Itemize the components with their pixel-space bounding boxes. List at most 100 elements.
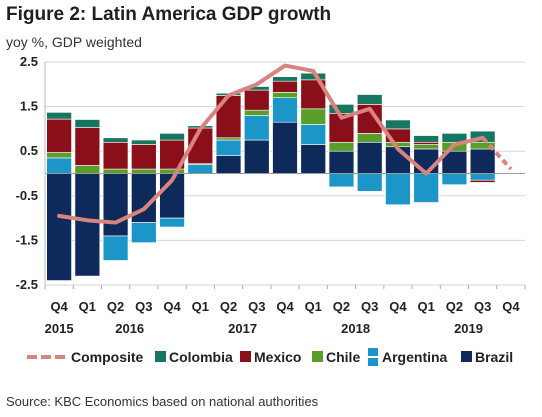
y-tick-label: 1.5 (20, 99, 38, 114)
bar-colombia (385, 119, 411, 130)
x-tick-label-quarter: Q4 (163, 299, 181, 314)
bar-mexico (244, 89, 270, 111)
bar-brazil (215, 155, 242, 174)
bar-brazil (46, 173, 72, 281)
bar-chile (272, 92, 298, 98)
bar-colombia (159, 133, 185, 141)
bar-brazil (356, 141, 383, 174)
axes: 2.5 1.5 0.5 -0.5 -1.5 -2.5 Q4 Q1 Q2 Q3 Q4 Q1 Q2 Q3 Q4 Q… (16, 54, 526, 336)
composite-line-dashed (481, 136, 513, 171)
bar-chile (328, 141, 355, 152)
bar-chile (356, 133, 383, 143)
x-tick-label-quarter: Q1 (418, 299, 435, 314)
x-tick-label-year: 2017 (228, 321, 257, 336)
bar-mexico (413, 141, 439, 145)
bar-mexico (46, 118, 72, 153)
x-tick-label-quarter: Q3 (135, 299, 152, 314)
x-tick-label-quarter: Q2 (446, 299, 463, 314)
chart-subtitle: yoy %, GDP weighted (6, 34, 142, 50)
bar-brazil (300, 144, 326, 174)
x-tick-label-quarter: Q3 (474, 299, 491, 314)
bar-chile (244, 109, 270, 116)
x-tick-label-quarter: Q4 (276, 299, 294, 314)
bar-brazil (469, 148, 496, 174)
bar-chile (46, 152, 72, 159)
x-tick-label-quarter: Q4 (502, 299, 520, 314)
bar-chile (215, 137, 242, 141)
composite-line-solid (57, 63, 485, 225)
bars (46, 72, 496, 281)
x-tick-label-year: 2018 (341, 321, 370, 336)
legend-swatch-mexico (240, 351, 251, 362)
x-tick-label-quarter: Q3 (361, 299, 378, 314)
bar-argentina (413, 173, 439, 203)
y-tick-label: -0.5 (16, 188, 38, 203)
y-tick-label: 0.5 (20, 143, 38, 158)
bar-argentina (244, 115, 270, 141)
chart-title: Figure 2: Latin America GDP growth (6, 4, 332, 25)
bar-brazil (328, 150, 355, 174)
bar-argentina (469, 173, 496, 181)
legend-swatch-brazil (461, 351, 472, 362)
bar-chile (413, 144, 439, 150)
bar-colombia (413, 135, 439, 143)
x-tick-label-quarter: Q1 (192, 299, 209, 314)
y-tick-label: 2.5 (20, 54, 38, 69)
x-tick-label-quarter: Q2 (107, 299, 124, 314)
bar-chile (300, 108, 326, 125)
bar-mexico (102, 141, 129, 170)
bar-argentina (356, 173, 383, 192)
bar-colombia (131, 139, 157, 145)
legend-label-chile: Chile (326, 349, 360, 365)
bar-brazil (272, 121, 298, 174)
bar-colombia (328, 104, 355, 114)
bar-chile (74, 165, 101, 174)
legend-swatch-chile (312, 351, 323, 362)
bar-colombia (356, 94, 383, 105)
bar-mexico (469, 179, 496, 183)
bar-argentina (102, 235, 129, 261)
legend-swatch-colombia (155, 351, 166, 362)
bar-chile (131, 168, 157, 174)
source-note: Source: KBC Economics based on national … (6, 394, 319, 409)
y-tick-label: -2.5 (16, 277, 38, 292)
bar-colombia (74, 119, 101, 128)
bar-brazil (102, 173, 129, 237)
x-tick-label-quarter: Q3 (248, 299, 265, 314)
x-tick-label-quarter: Q1 (305, 299, 322, 314)
bar-mexico (74, 127, 101, 166)
bar-argentina (441, 173, 468, 185)
bar-brazil (74, 173, 101, 277)
bar-argentina (300, 124, 326, 145)
x-tick-label-quarter: Q2 (220, 299, 237, 314)
bar-mexico (131, 144, 157, 170)
bar-argentina (215, 139, 242, 156)
legend-label-argentina: Argentina (382, 349, 448, 365)
x-tick-label-quarter: Q4 (50, 299, 68, 314)
bar-brazil (413, 148, 439, 174)
x-tick-label-quarter: Q1 (79, 299, 96, 314)
y-tick-label: -1.5 (16, 232, 38, 247)
legend-label-mexico: Mexico (254, 349, 301, 365)
legend: Composite Colombia Mexico Chile Argentina Bra… (27, 348, 513, 366)
legend-swatch-argentina (368, 358, 378, 366)
bar-argentina (131, 222, 157, 243)
x-tick-label-quarter: Q4 (389, 299, 407, 314)
bar-brazil (244, 139, 270, 174)
bar-chile (159, 168, 185, 174)
legend-label-colombia: Colombia (169, 349, 233, 365)
bar-argentina (385, 173, 411, 206)
bar-chile (102, 168, 129, 174)
bar-argentina (46, 157, 72, 174)
composite-line (57, 63, 513, 225)
x-tick-label-year: 2019 (454, 321, 483, 336)
x-tick-label-year: 2015 (45, 321, 74, 336)
bar-argentina (159, 217, 185, 228)
bar-argentina (328, 173, 355, 188)
x-tick-label-year: 2016 (115, 321, 144, 336)
bar-colombia (102, 137, 129, 143)
bar-colombia (46, 112, 72, 120)
bar-mexico (272, 80, 298, 93)
bar-colombia (441, 133, 468, 143)
